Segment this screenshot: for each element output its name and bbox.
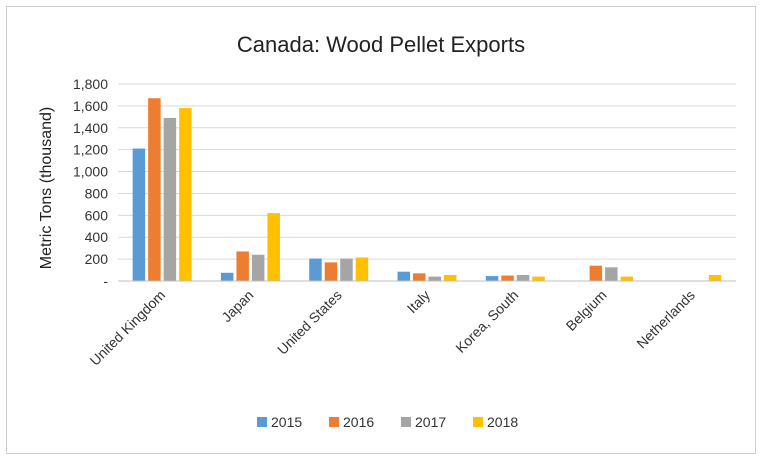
category-label: Belgium	[563, 287, 610, 334]
bar	[148, 98, 161, 281]
bar	[589, 265, 603, 281]
chart-frame	[6, 6, 756, 454]
bar	[532, 276, 545, 281]
bar	[397, 271, 410, 281]
bar	[605, 267, 618, 281]
legend-swatch	[329, 417, 339, 427]
bar	[236, 251, 249, 281]
y-tick-label: 800	[85, 185, 109, 201]
y-tick-label: 200	[85, 251, 109, 267]
legend-label: 2016	[343, 414, 374, 430]
bar	[444, 274, 457, 281]
y-axis-label: Metric Tons (thousand)	[38, 107, 55, 269]
bars	[132, 98, 722, 281]
bar	[132, 148, 146, 281]
category-label: Japan	[218, 287, 256, 325]
y-tick-label: 1,800	[73, 76, 108, 92]
y-tick-label: 1,200	[73, 142, 108, 158]
y-tick-label: -	[103, 273, 108, 289]
bar	[516, 274, 530, 281]
category-label: Korea, South	[452, 287, 521, 356]
legend-label: 2018	[487, 414, 518, 430]
bar	[309, 258, 322, 281]
y-tick-label: 400	[85, 229, 109, 245]
bar	[251, 254, 265, 281]
bar	[355, 257, 369, 281]
category-label: United Kingdom	[87, 287, 169, 369]
legend-swatch	[401, 417, 411, 427]
bar	[220, 272, 234, 281]
y-tick-label: 1,600	[73, 98, 108, 114]
category-label: Netherlands	[633, 287, 698, 352]
bar	[324, 262, 338, 281]
bar	[620, 276, 634, 281]
legend-label: 2015	[271, 414, 302, 430]
bar	[163, 117, 177, 281]
bar	[179, 108, 192, 281]
y-tick-label: 1,000	[73, 164, 108, 180]
bar	[485, 276, 499, 281]
y-tick-label: 600	[85, 207, 109, 223]
bar	[428, 276, 441, 281]
category-labels: United Kingdom Japan United States Italy Kor…	[87, 287, 698, 369]
bar	[413, 273, 426, 281]
bar	[267, 213, 280, 281]
bar	[340, 258, 353, 281]
y-tick-label: 1,400	[73, 120, 108, 136]
gridlines	[118, 83, 736, 260]
y-tick-labels: - 200 400 600 800 1,000 1,200 1,400 1,600 1,800	[73, 76, 108, 289]
category-label: Italy	[404, 287, 433, 316]
bar	[708, 274, 722, 281]
legend: 2015 2016 2017 2018	[257, 414, 518, 430]
category-label: United States	[274, 287, 345, 358]
legend-label: 2017	[415, 414, 446, 430]
bar	[501, 275, 514, 281]
chart-title: Canada: Wood Pellet Exports	[237, 32, 525, 57]
legend-swatch	[473, 417, 483, 427]
legend-swatch	[257, 417, 267, 427]
